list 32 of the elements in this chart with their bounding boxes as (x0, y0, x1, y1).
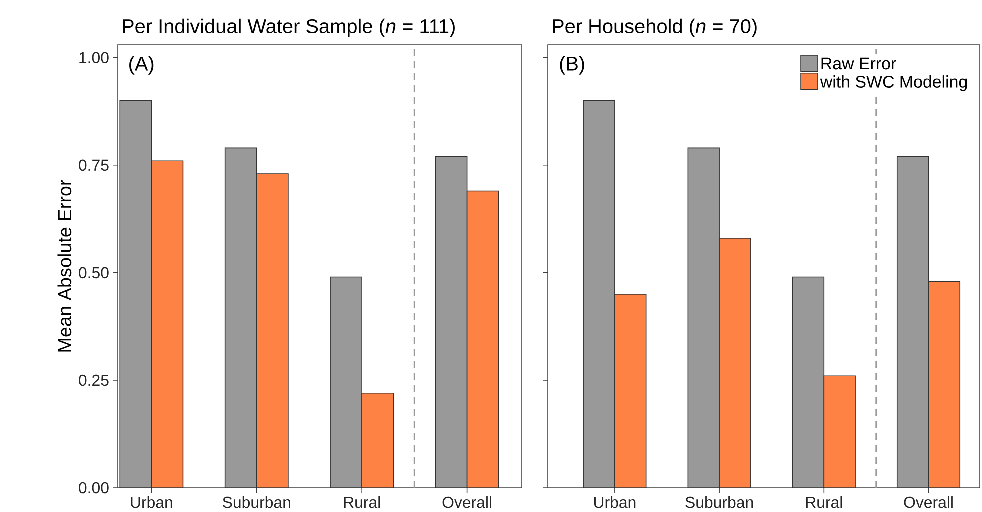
x-tick-label: Suburban (686, 496, 754, 508)
y-tick-label: 0.50 (79, 267, 109, 279)
bar (896, 156, 930, 488)
y-tick-label: 1.00 (80, 52, 109, 64)
bar (224, 148, 258, 488)
x-tick-label: Suburban (223, 496, 290, 508)
annotation: (B) (560, 56, 584, 75)
legend-label: with SWC Modeling (820, 76, 968, 92)
annotation: (A) (130, 56, 154, 75)
bar (466, 190, 500, 488)
bar (583, 100, 616, 488)
chart-title: Per Individual Water Sample (n = 111) (123, 18, 455, 38)
x-tick-label: Overall (442, 496, 492, 508)
bar (151, 160, 184, 488)
y-tick-label: 0.00 (79, 482, 109, 494)
y-tick-label: 0.25 (79, 374, 109, 386)
bar (362, 392, 394, 488)
bar (330, 276, 362, 488)
bar (435, 156, 468, 488)
x-tick-label: Urban (131, 496, 172, 508)
x-tick-label: Urban (594, 496, 636, 508)
bar (120, 100, 152, 488)
y-axis-title: Mean Absolute Error (58, 180, 72, 352)
x-tick-label: Rural (344, 496, 380, 508)
x-tick-label: Overall (904, 496, 953, 508)
legend-label: Raw Error (822, 58, 896, 70)
y-tick-label: 0.75 (79, 160, 109, 172)
chart-title: Per Household (n = 70) (553, 18, 757, 38)
bar (256, 174, 289, 488)
bar (688, 148, 720, 488)
bar (792, 276, 825, 488)
x-tick-label: Rural (806, 496, 842, 508)
